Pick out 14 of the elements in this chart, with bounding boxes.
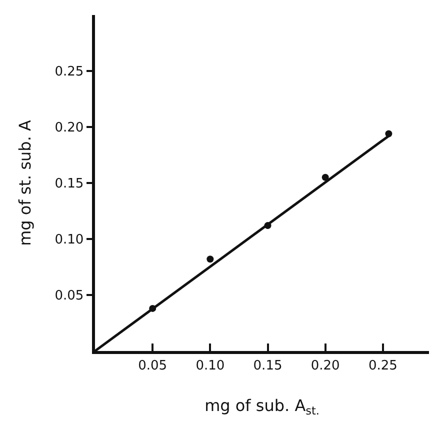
- x-tick-label: 0.10: [196, 358, 225, 374]
- y-tick-label: 0.05: [54, 288, 84, 304]
- y-axis-title: mg of st. sub. A: [16, 120, 35, 246]
- y-tick-label: 0.20: [54, 120, 84, 136]
- x-tick-label: 0.25: [368, 358, 398, 374]
- point: [322, 174, 329, 181]
- point: [206, 256, 214, 263]
- x-tick-label: 0.05: [138, 358, 168, 374]
- x-tick-label: 0.20: [310, 358, 340, 374]
- x-tick-label: 0.15: [253, 358, 282, 374]
- y-tick-label: 0.15: [54, 176, 84, 192]
- x-axis-title: mg of sub. A$_{st.}$: [204, 396, 320, 418]
- y-tick-label: 0.10: [54, 232, 84, 248]
- y-tick-label: 0.25: [54, 64, 84, 80]
